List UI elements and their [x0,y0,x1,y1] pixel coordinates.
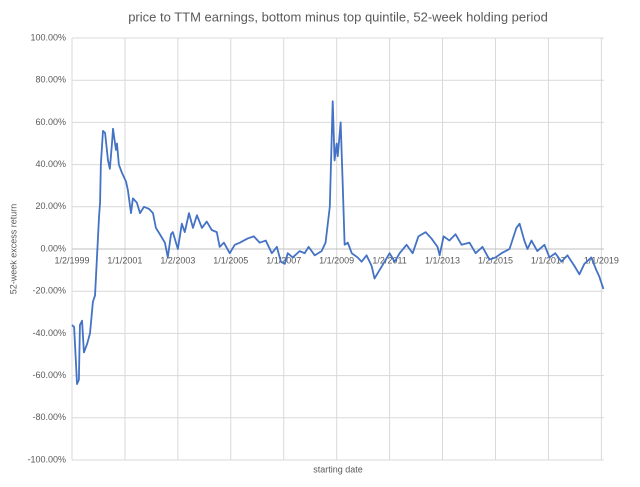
y-tick-label: 0.00% [40,243,66,253]
x-tick-label: 1/2/2015 [478,255,513,265]
x-tick-label: 1/1/2009 [319,255,354,265]
x-tick-label: 1/2/2003 [160,255,195,265]
chart-title: price to TTM earnings, bottom minus top … [128,9,548,24]
x-tick-label: 1/1/2019 [584,255,619,265]
line-series [71,100,605,385]
x-tick-label: 1/2/2011 [372,255,406,265]
y-tick-label: 80.00% [35,75,66,85]
y-tick-label: -60.00% [32,370,66,380]
y-axis-label: 52-week excess return [8,204,18,295]
x-tick-label: 1/1/2001 [107,255,142,265]
x-tick-label: 1/1/2017 [531,255,566,265]
y-tick-label: 100.00% [30,32,66,42]
y-tick-label: -80.00% [32,412,66,422]
y-tick-label: -40.00% [32,328,66,338]
y-tick-label: 40.00% [35,159,66,169]
x-axis-label: starting date [313,464,363,474]
x-tick-label: 1/1/2007 [266,255,301,265]
y-tick-label: 60.00% [35,117,66,127]
y-tick-label: -100.00% [27,454,66,464]
x-tick-label: 1/1/2005 [213,255,248,265]
x-tick-label: 1/2/1999 [54,255,89,265]
y-tick-label: -20.00% [32,286,66,296]
y-tick-label: 20.00% [35,201,66,211]
x-tick-label: 1/1/2013 [425,255,460,265]
